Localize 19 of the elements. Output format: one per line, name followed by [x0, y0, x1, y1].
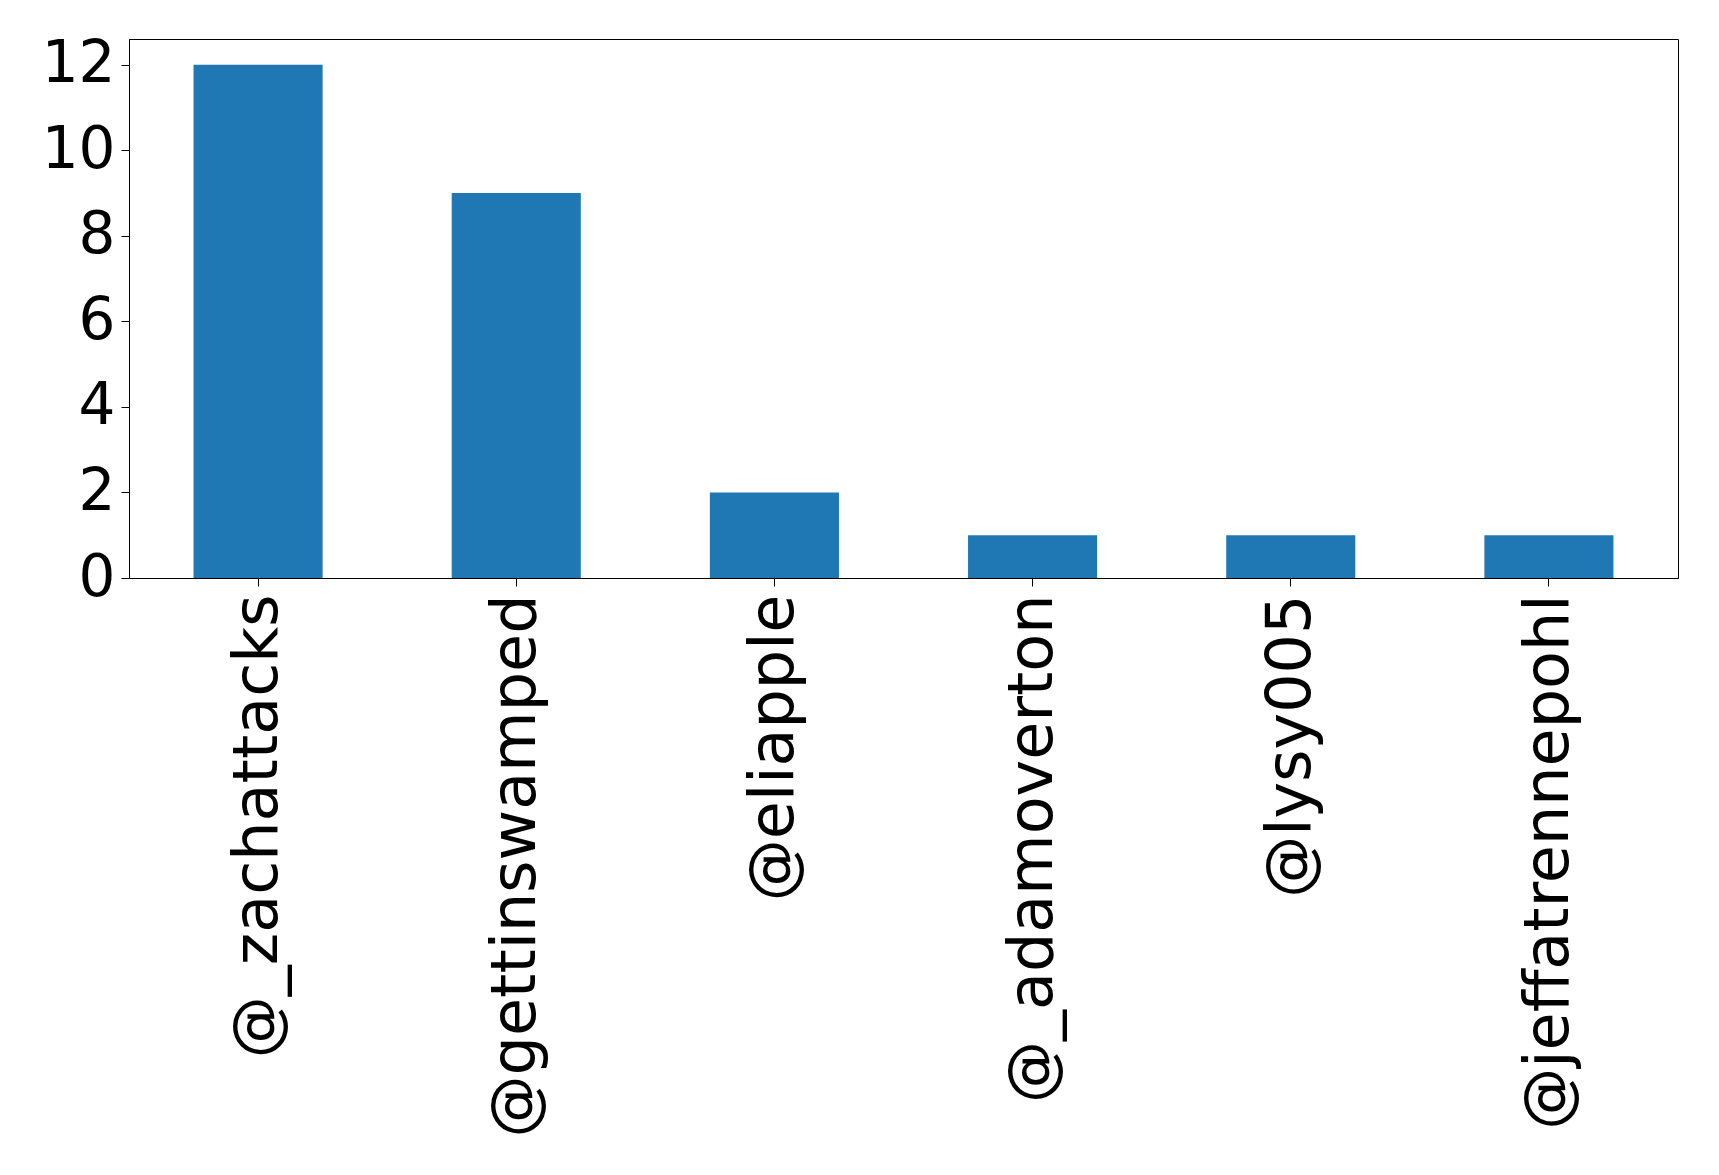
x-tick-label: @jeffatrennepohl [1509, 594, 1583, 1130]
x-tick-label: @lysy005 [1251, 594, 1325, 898]
y-tick-label: 6 [78, 284, 116, 353]
bar [709, 492, 839, 578]
bar [451, 193, 581, 578]
bar [968, 535, 1098, 578]
y-tick-label: 10 [41, 113, 116, 182]
bar [193, 64, 323, 578]
bar [1484, 535, 1614, 578]
y-tick-label: 4 [78, 370, 116, 439]
x-tick-label: @gettinswamped [477, 594, 551, 1138]
x-tick-label: @eliapple [735, 594, 809, 902]
x-tick-label: @_zachattacks [219, 594, 293, 1059]
bar [1226, 535, 1356, 578]
y-tick-label: 0 [78, 541, 116, 610]
x-tick-label: @_adamoverton [993, 594, 1067, 1104]
y-tick-label: 12 [41, 28, 116, 97]
y-tick-label: 8 [78, 199, 116, 268]
y-tick-label: 2 [78, 455, 116, 524]
